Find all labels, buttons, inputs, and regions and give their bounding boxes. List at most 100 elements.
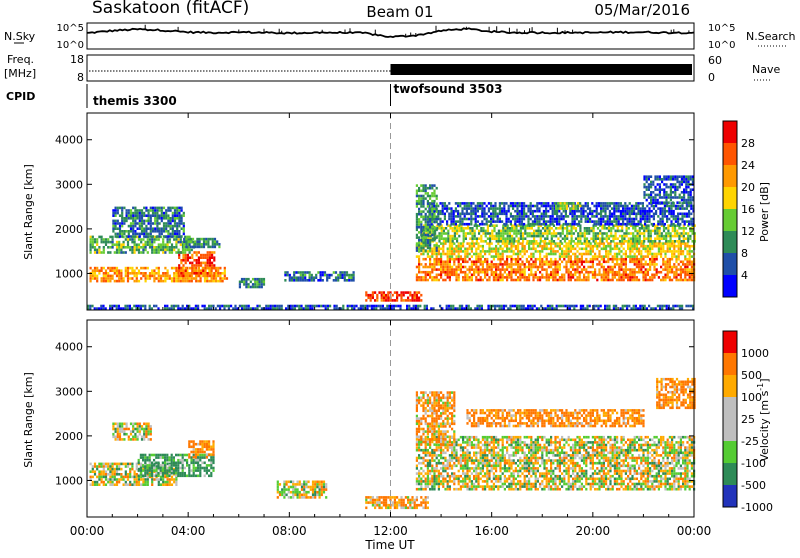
heatmap-cell-13 — [431, 200, 433, 203]
heatmap-cell-14 — [674, 194, 676, 197]
heatmap-cell-1 — [178, 264, 180, 267]
heatmap-cell-11 — [538, 227, 540, 230]
heatmap-cell-12 — [600, 218, 602, 221]
heatmap-cell-10 — [495, 255, 497, 258]
heatmap-cell-9 — [486, 268, 488, 271]
heatmap-cell-4 — [190, 238, 192, 241]
heatmap-cell-10 — [689, 255, 691, 258]
heatmap-cell-1 — [211, 256, 213, 259]
heatmap-cell-3 — [159, 217, 161, 220]
heatmap-cell-9 — [477, 268, 479, 271]
heatmap-cell-2 — [156, 249, 158, 252]
heatmap-cell-1 — [180, 275, 182, 278]
heatmap-cell-0 — [134, 483, 136, 486]
heatmap-cell-4 — [205, 238, 207, 241]
heatmap-cell-0 — [224, 277, 226, 280]
colorbar-tick: 24 — [741, 159, 755, 172]
heatmap-cell-1 — [200, 254, 202, 257]
heatmap-cell-11 — [648, 240, 650, 243]
heatmap-cell-9 — [460, 266, 462, 269]
heatmap-cell-11 — [496, 224, 498, 227]
heatmap-cell-11 — [502, 237, 504, 240]
heatmap-cell-10 — [594, 253, 596, 256]
heatmap-cell-3 — [134, 217, 136, 220]
heatmap-cell-11 — [670, 232, 672, 235]
heatmap-cell-2 — [173, 246, 175, 249]
heatmap-cell-11 — [621, 235, 623, 238]
heatmap-cell-7 — [396, 297, 398, 300]
heatmap-cell-10 — [631, 245, 633, 248]
heatmap-cell-9 — [618, 279, 620, 282]
heatmap-cell-11 — [648, 224, 650, 227]
heatmap-cell-0 — [173, 272, 175, 275]
heatmap-cell-11 — [575, 227, 577, 230]
heatmap-cell-2 — [138, 251, 140, 254]
heatmap-cell-9 — [541, 261, 543, 264]
heatmap-cell-11 — [608, 230, 610, 233]
heatmap-cell-0 — [96, 476, 98, 479]
heatmap-cell-1 — [198, 262, 200, 265]
heatmap-cell-11 — [502, 227, 504, 230]
heatmap-cell-12 — [505, 210, 507, 213]
heatmap-cell-12 — [523, 207, 525, 210]
heatmap-cell-2 — [189, 251, 191, 254]
heatmap-cell-9 — [574, 274, 576, 277]
heatmap-cell-6 — [331, 274, 333, 277]
heatmap-cell-0 — [120, 275, 122, 278]
heatmap-cell-12 — [481, 213, 483, 216]
heatmap-cell-8 — [523, 305, 525, 308]
heatmap-cell-0 — [131, 272, 133, 275]
heatmap-cell-8 — [245, 305, 247, 308]
heatmap-cell-11 — [533, 232, 535, 235]
heatmap-cell-12 — [637, 213, 639, 216]
heatmap-cell-12 — [587, 215, 589, 218]
heatmap-cell-9 — [689, 276, 691, 279]
heatmap-cell-10 — [598, 242, 600, 245]
heatmap-cell-3 — [143, 227, 145, 230]
colorbar-tick: 8 — [741, 247, 748, 260]
heatmap-cell-6 — [309, 271, 311, 274]
heatmap-cell-4 — [199, 243, 201, 246]
heatmap-cell-4 — [194, 240, 196, 243]
heatmap-cell-9 — [447, 258, 449, 261]
heatmap-cell-3 — [176, 222, 178, 225]
heatmap-cell-9 — [482, 261, 484, 264]
heatmap-cell-11 — [471, 240, 473, 243]
heatmap-cell-9 — [620, 261, 622, 264]
heatmap-cell-0 — [129, 483, 131, 486]
heatmap-cell-11 — [612, 237, 614, 240]
heatmap-cell-10 — [572, 253, 574, 256]
heatmap-cell-13 — [431, 203, 433, 206]
heatmap-cell-8 — [166, 305, 168, 308]
heatmap-cell-9 — [576, 263, 578, 266]
heatmap-cell-10 — [587, 250, 589, 253]
heatmap-cell-13 — [425, 223, 427, 226]
heatmap-cell-14 — [659, 186, 661, 189]
heatmap-cell-3 — [181, 220, 183, 223]
heatmap-cell-0 — [180, 280, 182, 283]
heatmap-cell-12 — [567, 223, 569, 226]
heatmap-cell-3 — [112, 220, 114, 223]
heatmap-cell-12 — [470, 207, 472, 210]
heatmap-cell-12 — [598, 202, 600, 205]
heatmap-cell-2 — [92, 241, 94, 244]
heatmap-cell-11 — [546, 237, 548, 240]
heatmap-cell-4 — [216, 240, 218, 243]
heatmap-cell-9 — [425, 263, 427, 266]
heatmap-cell-12 — [483, 213, 485, 216]
heatmap-cell-9 — [686, 263, 688, 266]
heatmap-cell-10 — [671, 250, 673, 253]
heatmap-cell-2 — [120, 246, 122, 249]
heatmap-cell-12 — [578, 220, 580, 223]
heatmap-cell-0 — [226, 277, 228, 280]
heatmap-cell-12 — [543, 218, 545, 221]
heatmap-cell-0 — [125, 275, 127, 278]
heatmap-cell-9 — [565, 266, 567, 269]
heatmap-cell-12 — [448, 213, 450, 216]
heatmap-cell-11 — [513, 240, 515, 243]
heatmap-cell-2 — [147, 238, 149, 241]
heatmap-cell-9 — [647, 279, 649, 282]
heatmap-cell-0 — [92, 468, 94, 471]
heatmap-cell-11 — [557, 232, 559, 235]
